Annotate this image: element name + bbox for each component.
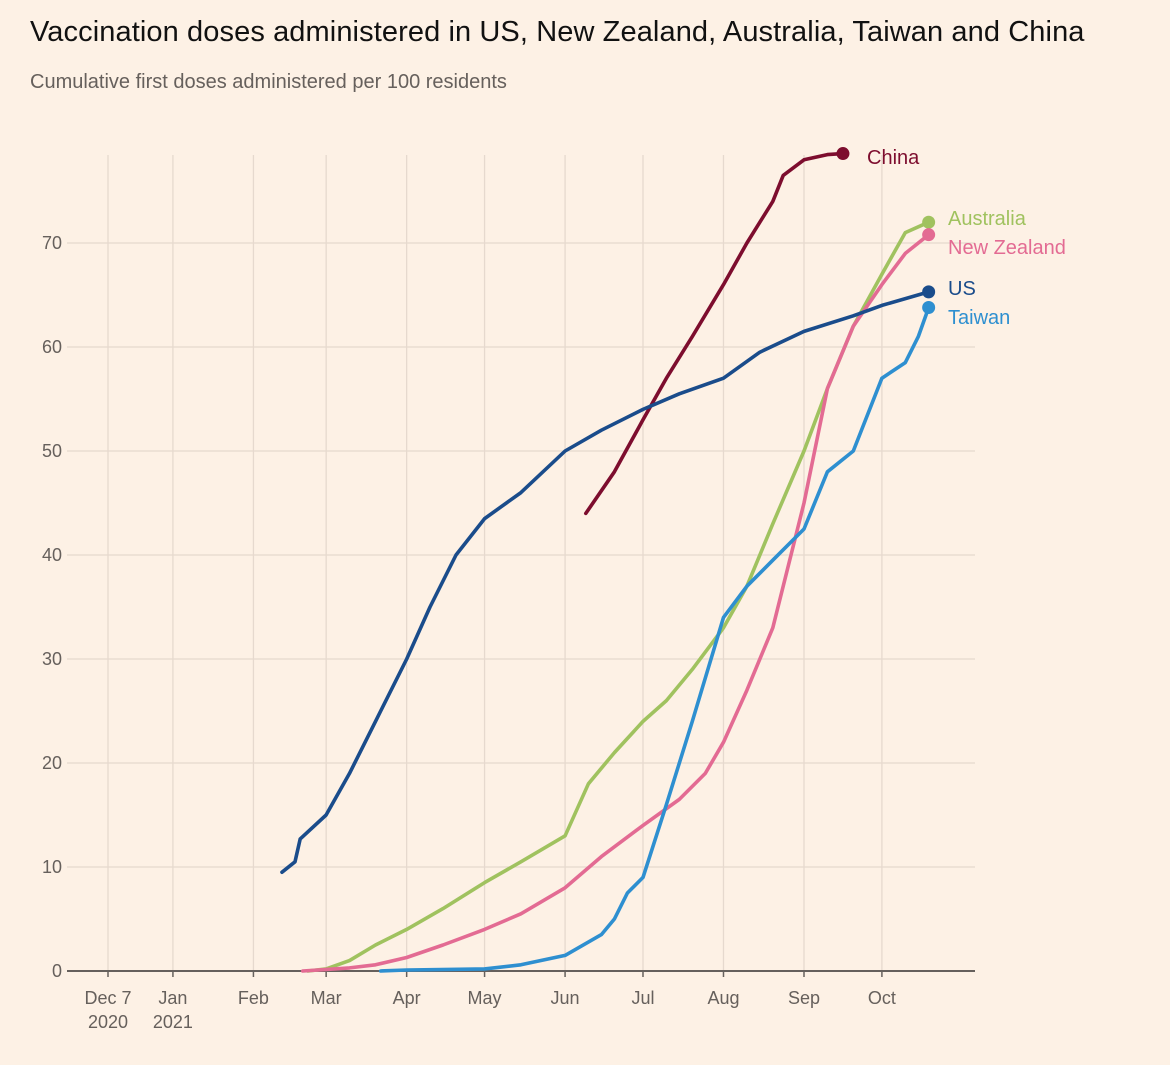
x-tick-label: Aug — [707, 988, 739, 1008]
y-tick-label: 40 — [42, 545, 62, 565]
x-tick-label: Mar — [311, 988, 342, 1008]
end-label-china: China — [867, 147, 920, 169]
y-tick-label: 20 — [42, 753, 62, 773]
x-tick-label: Jan — [158, 988, 187, 1008]
series-line-china — [584, 151, 845, 516]
y-tick-label: 70 — [42, 233, 62, 253]
series-endpoint-us — [922, 285, 936, 299]
x-tick-label: Dec 7 — [84, 988, 131, 1008]
series-line-taiwan — [378, 305, 931, 973]
x-tick-label: 2021 — [153, 1012, 193, 1032]
x-tick-label: Apr — [393, 988, 421, 1008]
y-tick-label: 60 — [42, 337, 62, 357]
x-tick-label: 2020 — [88, 1012, 128, 1032]
y-tick-label: 30 — [42, 649, 62, 669]
chart-subtitle: Cumulative first doses administered per … — [30, 71, 507, 93]
end-label-australia: Australia — [948, 208, 1027, 230]
y-tick-label: 0 — [52, 961, 62, 981]
x-tick-label: Jul — [631, 988, 654, 1008]
y-tick-label: 10 — [42, 857, 62, 877]
x-tick-label: May — [468, 988, 502, 1008]
y-tick-label: 50 — [42, 441, 62, 461]
x-tick-label: Jun — [551, 988, 580, 1008]
series-line-australia — [306, 220, 931, 973]
end-label-new-zealand: New Zealand — [948, 237, 1066, 259]
x-tick-label: Sep — [788, 988, 820, 1008]
end-label-us: US — [948, 278, 976, 300]
series-line-us — [280, 290, 931, 874]
series-endpoint-new-zealand — [922, 228, 936, 242]
end-label-taiwan: Taiwan — [948, 307, 1010, 329]
x-tick-label: Feb — [238, 988, 269, 1008]
series-endpoint-china — [836, 147, 850, 161]
series-endpoint-australia — [922, 215, 936, 229]
series-line-new-zealand — [301, 232, 931, 973]
x-tick-label: Oct — [868, 988, 896, 1008]
series-endpoint-taiwan — [922, 300, 936, 314]
chart-title: Vaccination doses administered in US, Ne… — [30, 16, 1085, 48]
